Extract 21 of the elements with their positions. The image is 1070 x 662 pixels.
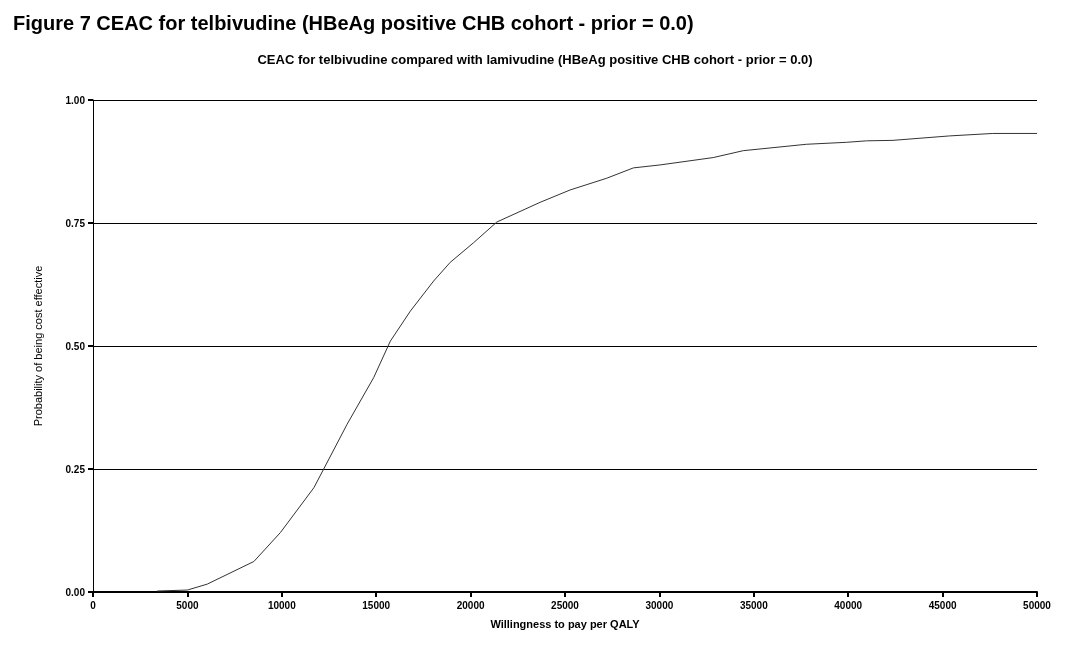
x-tick-label: 0 [90, 599, 97, 611]
x-tick-label: 25000 [551, 599, 580, 611]
x-tick-label: 30000 [645, 599, 674, 611]
y-tick-label: 1.00 [65, 94, 86, 106]
x-tick-label: 10000 [267, 599, 297, 611]
y-axis-title: Probability of being cost effective [31, 265, 44, 427]
y-tick-label: 0.75 [65, 217, 86, 229]
chart-title: Figure 7 CEAC for telbivudine (HBeAg positive CHB cohort - prior = 0.0) [13, 12, 694, 34]
y-tick-label: 0.50 [65, 340, 86, 352]
line-series [156, 132, 1038, 592]
x-tick-label: 20000 [456, 599, 485, 611]
x-tick-label: 45000 [928, 599, 957, 611]
x-tick-label: 35000 [739, 599, 769, 611]
chart-subtitle: CEAC for telbivudine compared with lamivudine (HBeAg positive CHB cohort - prior = 0.0) [257, 52, 813, 67]
x-tick-label: 5000 [176, 599, 199, 611]
x-tick-label: 50000 [1023, 599, 1052, 611]
x-tick-label: 40000 [834, 599, 863, 611]
y-tick-label: 0.25 [65, 463, 86, 475]
y-tick-label: 0.00 [65, 586, 86, 598]
x-axis-title: Willingness to pay per QALY [490, 617, 641, 630]
x-tick-label: 15000 [362, 599, 391, 611]
